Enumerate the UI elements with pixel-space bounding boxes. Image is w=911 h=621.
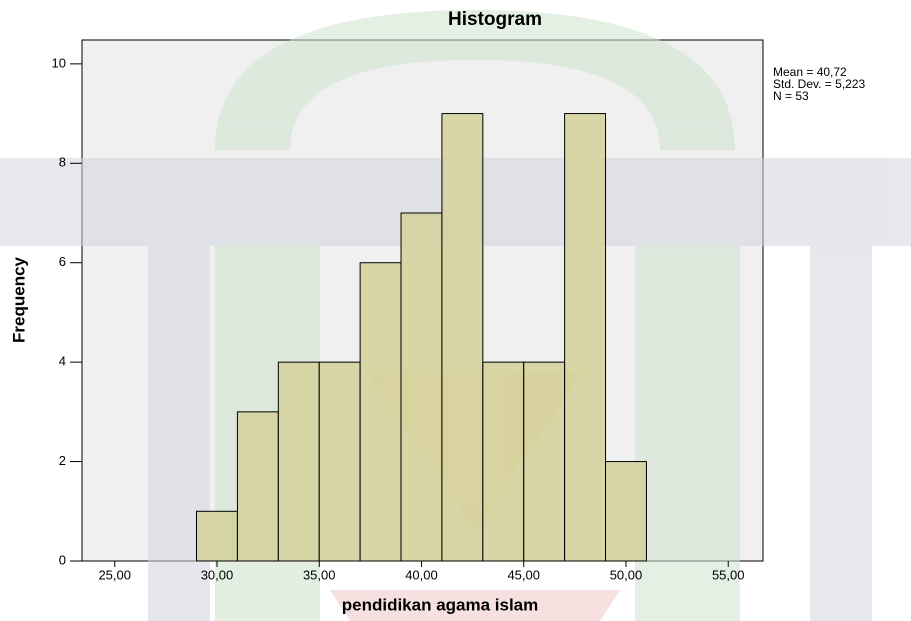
x-axis-label: pendidikan agama islam — [342, 595, 539, 614]
y-tick-label: 10 — [52, 55, 66, 70]
bar — [360, 263, 401, 561]
chart-title: Histogram — [448, 9, 542, 30]
x-tick-label: 45,00 — [507, 567, 540, 582]
y-axis-label: Frequency — [9, 256, 28, 343]
bar — [319, 362, 360, 561]
bar — [606, 462, 647, 561]
bar — [278, 362, 319, 561]
bar — [565, 114, 606, 561]
x-tick-label: 30,00 — [201, 567, 234, 582]
x-tick-label: 50,00 — [610, 567, 643, 582]
chart: Histogram pendidikan agama islam Frequen… — [0, 0, 911, 621]
x-tick-label: 35,00 — [303, 567, 336, 582]
bar — [197, 511, 238, 561]
stat-annotation: N = 53 — [773, 89, 809, 103]
x-tick-label: 25,00 — [98, 567, 131, 582]
y-tick-label: 4 — [59, 354, 66, 369]
bar — [401, 213, 442, 561]
x-tick-label: 40,00 — [405, 567, 438, 582]
y-tick-label: 0 — [59, 552, 66, 567]
y-tick-label: 6 — [59, 254, 66, 269]
y-tick-label: 2 — [59, 453, 66, 468]
bar — [442, 114, 483, 561]
x-tick-label: 55,00 — [712, 567, 745, 582]
bar — [237, 412, 278, 561]
bar — [483, 362, 524, 561]
y-tick-label: 8 — [59, 155, 66, 170]
bar — [524, 362, 565, 561]
